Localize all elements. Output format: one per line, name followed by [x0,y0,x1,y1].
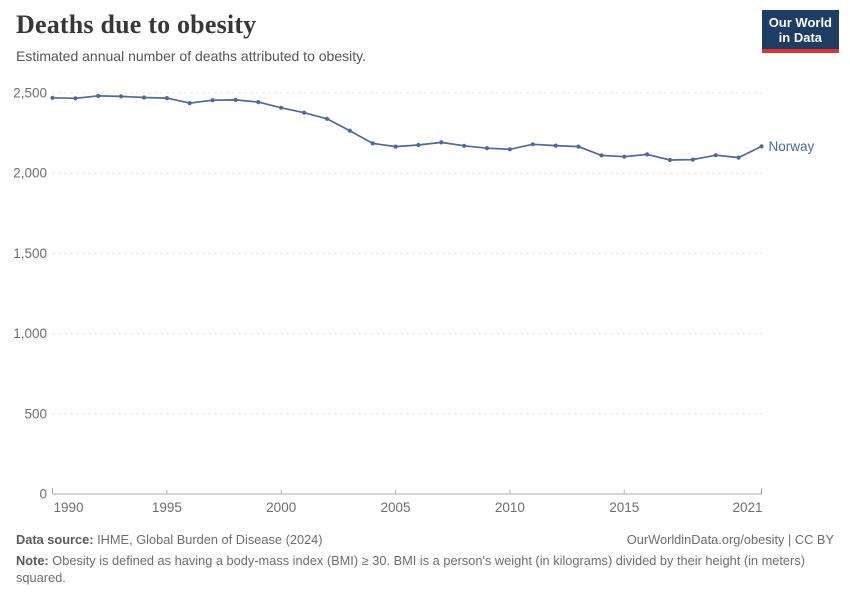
data-point[interactable] [759,144,764,149]
data-point[interactable] [210,98,215,103]
data-source: Data source: IHME, Global Burden of Dise… [16,531,323,548]
data-point[interactable] [690,157,696,162]
data-point[interactable] [119,94,124,99]
data-point[interactable] [233,97,238,102]
owid-logo-line1: Our World [768,15,832,30]
data-point[interactable] [416,142,421,148]
y-tick-label: 1,500 [13,246,47,261]
owid-logo-line2: in Data [778,30,823,45]
x-tick-label: 2010 [495,500,525,515]
page-title: Deaths due to obesity [16,10,257,39]
data-point[interactable] [484,146,490,151]
data-point[interactable] [507,147,512,152]
data-point[interactable] [302,110,307,115]
data-point[interactable] [462,143,467,148]
data-point[interactable] [736,155,741,160]
data-point[interactable] [347,128,352,133]
line-chart-plot-area[interactable]: 0 500 1,000 1,500 2,000 2,500 1990 1995 2000 2005… [0,78,850,523]
data-point[interactable] [279,105,284,110]
data-point[interactable] [256,100,261,105]
owid-logo[interactable]: Our World in Data [761,10,839,53]
data-point[interactable] [553,143,558,148]
chart-note: Note: Obesity is defined as having a bod… [16,552,834,586]
series-label-norway[interactable]: Norway [769,139,815,154]
y-tick-label: 2,000 [13,166,47,181]
note-label: Note: [16,553,49,568]
x-tick-label: 2005 [381,500,411,515]
data-point[interactable] [187,101,192,106]
data-point[interactable] [599,153,604,158]
x-tick-label: 1990 [54,500,84,515]
norway-line-series[interactable] [51,95,763,161]
data-point[interactable] [73,96,78,101]
data-point[interactable] [96,93,101,98]
chart-footer: Data source: IHME, Global Burden of Dise… [16,531,834,586]
y-tick-label: 0 [39,487,47,502]
x-tick-label: 1995 [152,500,182,515]
data-point[interactable] [164,96,169,101]
data-point[interactable] [324,116,330,121]
data-point[interactable] [439,140,444,145]
data-source-label: Data source: [16,532,94,547]
data-point[interactable] [622,154,627,159]
data-point[interactable] [576,144,581,149]
data-point[interactable] [667,157,673,163]
x-tick-label: 2015 [609,500,639,515]
data-point[interactable] [50,95,55,100]
note-text: Obesity is defined as having a body-mass… [16,553,805,585]
data-point[interactable] [370,141,375,146]
x-tick-label: 2000 [266,500,296,515]
y-tick-label: 500 [24,406,47,421]
chart-header: Deaths due to obesity Estimated annual n… [16,10,750,65]
data-point[interactable] [141,95,147,100]
data-point[interactable] [713,153,718,158]
y-tick-label: 1,000 [13,326,47,341]
data-point[interactable] [530,142,535,147]
data-point[interactable] [393,144,398,149]
y-tick-label: 2,500 [13,86,47,101]
owid-url-link[interactable]: OurWorldinData.org/obesity | CC BY [626,532,834,547]
chart-subtitle: Estimated annual number of deaths attrib… [16,48,366,64]
data-point[interactable] [645,152,650,157]
data-source-text: IHME, Global Burden of Disease (2024) [93,532,323,547]
x-tick-label: 2021 [732,500,762,515]
